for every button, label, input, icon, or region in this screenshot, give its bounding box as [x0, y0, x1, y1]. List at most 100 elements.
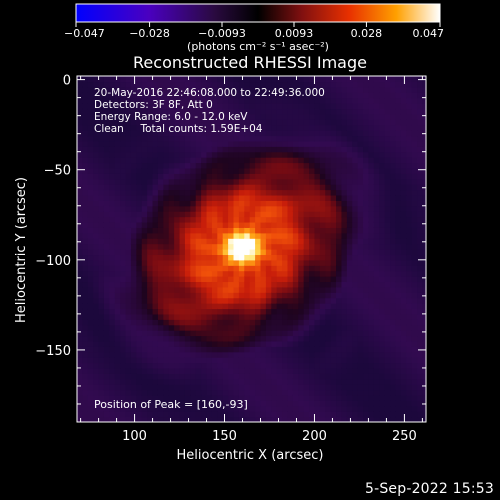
heatmap-cell	[255, 405, 262, 412]
heatmap-cell	[330, 189, 337, 196]
heatmap-cell	[384, 362, 391, 369]
heatmap-cell	[141, 313, 148, 320]
heatmap-cell	[130, 411, 137, 418]
heatmap-cell	[373, 297, 380, 304]
heatmap-cell	[238, 108, 245, 115]
heatmap-cell	[379, 140, 386, 147]
heatmap-cell	[309, 367, 316, 374]
heatmap-cell	[190, 384, 197, 391]
heatmap-cell	[190, 340, 197, 347]
heatmap-cell	[114, 265, 121, 272]
heatmap-cell	[98, 357, 105, 364]
heatmap-cell	[352, 389, 359, 396]
heatmap-cell	[303, 200, 310, 207]
heatmap-cell	[330, 178, 337, 185]
heatmap-cell	[168, 167, 175, 174]
heatmap-cell	[422, 265, 426, 272]
heatmap-cell	[276, 227, 283, 234]
heatmap-cell	[363, 265, 370, 272]
heatmap-cell	[184, 373, 191, 380]
heatmap-cell	[422, 297, 426, 304]
heatmap-cell	[368, 86, 375, 93]
heatmap-cell	[211, 351, 218, 358]
heatmap-cell	[103, 362, 110, 369]
heatmap-cell	[276, 335, 283, 342]
heatmap-cell	[147, 178, 154, 185]
heatmap-cell	[244, 243, 251, 250]
heatmap-cell	[174, 346, 181, 353]
heatmap-cell	[130, 124, 137, 131]
heatmap-cell	[395, 270, 402, 277]
heatmap-cell	[228, 97, 235, 104]
heatmap-cell	[422, 330, 426, 337]
heatmap-cell	[417, 140, 424, 147]
heatmap-cell	[195, 124, 202, 131]
heatmap-cell	[260, 292, 267, 299]
heatmap-cell	[314, 184, 321, 191]
heatmap-cell	[363, 108, 370, 115]
heatmap-cell	[157, 200, 164, 207]
heatmap-cell	[130, 76, 137, 83]
heatmap-cell	[303, 411, 310, 418]
heatmap-cell	[271, 265, 278, 272]
heatmap-cell	[184, 324, 191, 331]
heatmap-cell	[195, 400, 202, 407]
y-tick-label: −50	[44, 164, 71, 179]
heatmap-cell	[379, 200, 386, 207]
heatmap-cell	[130, 394, 137, 401]
heatmap-cell	[190, 135, 197, 142]
heatmap-cell	[368, 405, 375, 412]
heatmap-cell	[417, 184, 424, 191]
heatmap-cell	[422, 146, 426, 153]
heatmap-cell	[357, 113, 364, 120]
heatmap-cell	[152, 313, 159, 320]
heatmap-cell	[211, 119, 218, 126]
heatmap-cell	[184, 346, 191, 353]
heatmap-cell	[228, 378, 235, 385]
heatmap-cell	[292, 308, 299, 315]
heatmap-cell	[406, 281, 413, 288]
heatmap-cell	[233, 130, 240, 137]
heatmap-cell	[184, 135, 191, 142]
heatmap-cell	[341, 276, 348, 283]
heatmap-cell	[325, 308, 332, 315]
heatmap-cell	[249, 130, 256, 137]
heatmap-cell	[147, 135, 154, 142]
heatmap-cell	[395, 200, 402, 207]
heatmap-cell	[130, 108, 137, 115]
heatmap-cell	[298, 249, 305, 256]
heatmap-cell	[125, 265, 132, 272]
heatmap-cell	[233, 313, 240, 320]
heatmap-cell	[152, 416, 159, 422]
heatmap-cell	[217, 346, 224, 353]
heatmap-cell	[325, 276, 332, 283]
heatmap-cell	[341, 367, 348, 374]
heatmap-cell	[314, 313, 321, 320]
heatmap-cell	[77, 162, 83, 169]
heatmap-cell	[260, 108, 267, 115]
heatmap-cell	[152, 340, 159, 347]
heatmap-cell	[93, 157, 100, 164]
heatmap-cell	[292, 108, 299, 115]
heatmap-cell	[179, 211, 186, 218]
heatmap-cell	[130, 130, 137, 137]
heatmap-cell	[411, 140, 418, 147]
heatmap-cell	[271, 346, 278, 353]
heatmap-cell	[98, 238, 105, 245]
heatmap-cell	[195, 92, 202, 99]
heatmap-cell	[114, 346, 121, 353]
heatmap-cell	[98, 303, 105, 310]
heatmap-cell	[276, 330, 283, 337]
heatmap-cell	[368, 221, 375, 228]
heatmap-cell	[379, 124, 386, 131]
heatmap-cell	[211, 405, 218, 412]
heatmap-cell	[233, 340, 240, 347]
heatmap-cell	[103, 303, 110, 310]
heatmap-cell	[422, 362, 426, 369]
heatmap-cell	[206, 330, 213, 337]
heatmap-cell	[184, 254, 191, 261]
heatmap-cell	[190, 162, 197, 169]
heatmap-cell	[222, 238, 229, 245]
heatmap-cell	[147, 76, 154, 83]
heatmap-cell	[211, 297, 218, 304]
